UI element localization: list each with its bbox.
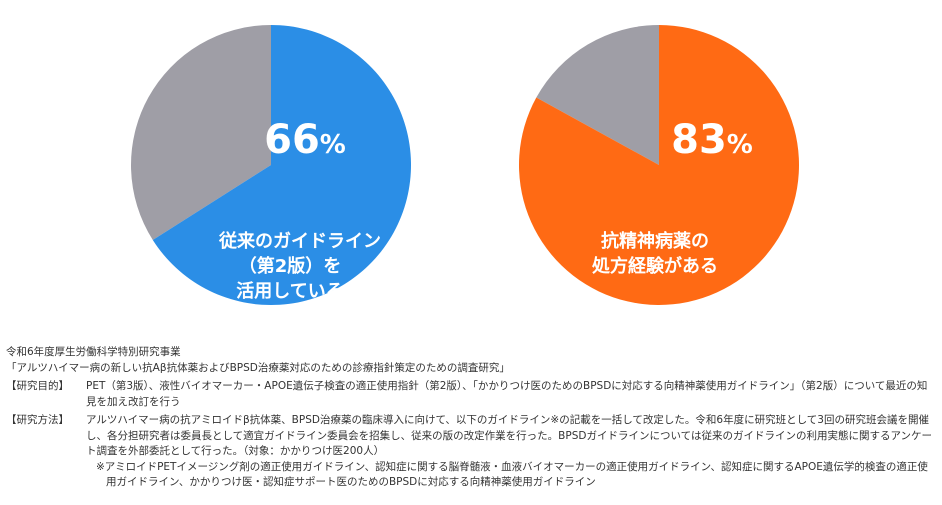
pie-slice [152, 25, 411, 306]
pie-slice [519, 25, 800, 305]
value-label: 66% [264, 117, 346, 163]
pie-chart-antipsychotic-experience: 83% 抗精神病薬の 処方経験がある [519, 25, 800, 305]
study-notes: 令和6年度厚生労働科学特別研究事業 「アルツハイマー病の新しい抗Aβ抗体薬および… [6, 345, 936, 491]
caption-line: 活用している [236, 280, 343, 302]
purpose-text: PET（第3版）、液性バイオマーカー・APOE遺伝子検査の適正使用指針（第2版）… [86, 380, 928, 408]
caption-line: 抗精神病薬の [601, 230, 709, 252]
pie-slice [536, 25, 659, 165]
pie-charts: 66% 従来のガイドライン （第2版）を 活用している 83% 抗精神病薬の 処… [131, 25, 800, 306]
purpose-label: 【研究目的】 [6, 380, 69, 392]
footnote: ※アミロイドPETイメージング剤の適正使用ガイドライン、認知症に関する脳脊髄液・… [96, 460, 928, 489]
caption-line: 処方経験がある [592, 255, 718, 277]
method-label: 【研究方法】 [6, 414, 69, 426]
study-title: 「アルツハイマー病の新しい抗Aβ抗体薬およびBPSD治療薬対応のための診療指針策… [6, 361, 510, 374]
value-label: 83% [671, 117, 753, 163]
pie-slice [131, 25, 271, 241]
caption-line: （第2版）を [239, 255, 342, 277]
method-text: アルツハイマー病の抗アミロイドβ抗体薬、BPSD治療薬の臨床導入に向けて、以下の… [86, 414, 933, 457]
caption-line: 従来のガイドライン [218, 230, 381, 252]
pie-chart-guideline-usage: 66% 従来のガイドライン （第2版）を 活用している [131, 25, 411, 306]
project-name: 令和6年度厚生労働科学特別研究事業 [6, 346, 181, 358]
